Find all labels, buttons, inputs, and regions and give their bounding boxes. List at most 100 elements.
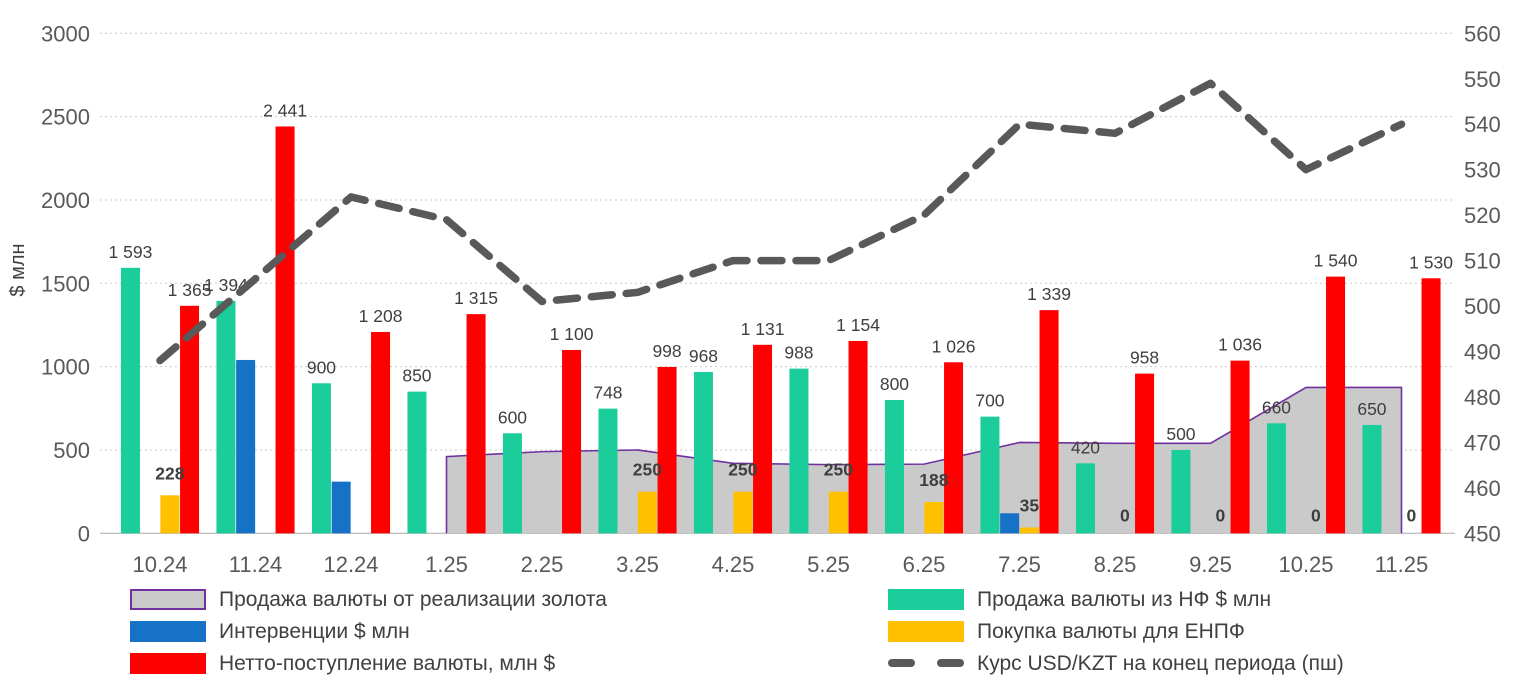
bar-label-nf_sales-10.25: 660 xyxy=(1262,397,1291,417)
bars-interventions xyxy=(236,359,1020,534)
bar-netto_inflow-12.24 xyxy=(371,331,391,534)
y-right-tick-540: 540 xyxy=(1464,112,1501,137)
bar-netto_inflow-9.25 xyxy=(1230,360,1250,534)
enpf-purchases-swatch-icon xyxy=(888,620,964,642)
bar-label-nf_sales-2.25: 600 xyxy=(498,407,527,427)
bars xyxy=(120,126,1441,534)
bar-label-netto_inflow-6.25: 1 026 xyxy=(932,336,976,356)
y-right-tick-510: 510 xyxy=(1464,249,1501,274)
x-tick-1.25: 1.25 xyxy=(425,552,468,577)
y-left-tick-500: 500 xyxy=(53,438,90,463)
bar-label-enpf_purchases-5.25: 250 xyxy=(824,460,853,480)
legend-column-left: Продажа валюты от реализации золота Инте… xyxy=(130,583,607,678)
x-tick-8.25: 8.25 xyxy=(1094,552,1137,577)
bar-label-netto_inflow-3.25: 998 xyxy=(652,341,681,361)
legend-label-enpf-purchases: Покупка валюты для ЕНПФ xyxy=(977,619,1245,643)
bar-label-netto_inflow-4.25: 1 131 xyxy=(741,319,785,339)
legend-item-netto-inflow: Нетто-поступление валюты, млн $ xyxy=(130,647,607,678)
dash-segment xyxy=(937,659,964,667)
y-left-tick-2500: 2500 xyxy=(41,105,90,130)
x-tick-6.25: 6.25 xyxy=(903,552,946,577)
bar-netto_inflow-7.25 xyxy=(1039,310,1059,534)
bar-enpf_purchases-3.25 xyxy=(637,491,657,534)
bars-netto_inflow xyxy=(180,126,1441,534)
bar-enpf_purchases-7.25 xyxy=(1019,527,1039,534)
bar-nf_sales-1.25 xyxy=(407,391,427,534)
area-gold-sales xyxy=(445,386,1403,534)
bar-netto_inflow-1.25 xyxy=(466,314,486,534)
x-tick-11.24: 11.24 xyxy=(229,552,282,577)
bar-label-netto_inflow-2.25: 1 100 xyxy=(550,324,594,344)
bar-label-nf_sales-8.25: 420 xyxy=(1071,437,1100,457)
interventions-swatch-icon xyxy=(130,620,206,642)
chart-legend: Продажа валюты от реализации золота Инте… xyxy=(0,583,1515,678)
bar-label-nf_sales-4.25: 968 xyxy=(689,346,718,366)
bar-interventions-7.25 xyxy=(1000,513,1020,534)
bar-netto_inflow-8.25 xyxy=(1135,373,1155,534)
x-tick-12.24: 12.24 xyxy=(323,552,378,577)
bar-label-enpf_purchases-8.25: 0 xyxy=(1120,505,1130,525)
dash-segment xyxy=(888,659,915,667)
legend-column-right: Продажа валюты из НФ $ млн Покупка валют… xyxy=(888,583,1344,678)
y-axis-left-labels: 0 500 1000 1500 2000 2500 3000 xyxy=(41,21,90,546)
y-right-tick-460: 460 xyxy=(1464,476,1501,501)
bar-nf_sales-9.25 xyxy=(1171,449,1191,534)
gold-sales-swatch-icon xyxy=(130,588,206,610)
bar-label-enpf_purchases-10.25: 0 xyxy=(1311,505,1321,525)
usd-kzt-dashed-line xyxy=(156,79,1406,365)
legend-item-gold-sales: Продажа валюты от реализации золота xyxy=(130,583,607,615)
bar-label-enpf_purchases-4.25: 250 xyxy=(728,460,757,480)
bar-label-netto_inflow-10.25: 1 540 xyxy=(1314,251,1358,271)
bar-label-nf_sales-7.25: 700 xyxy=(975,391,1004,411)
x-tick-11.25: 11.25 xyxy=(1375,552,1428,577)
bar-nf_sales-4.25 xyxy=(693,371,713,534)
bar-label-netto_inflow-10.24: 1 365 xyxy=(168,280,212,300)
bar-nf_sales-11.25 xyxy=(1362,424,1382,534)
x-tick-5.25: 5.25 xyxy=(807,552,850,577)
bar-label-nf_sales-9.25: 500 xyxy=(1166,424,1195,444)
gold-sales-area-border xyxy=(445,386,1403,534)
bar-label-nf_sales-6.25: 800 xyxy=(880,374,909,394)
gold-sales-area-fill xyxy=(446,387,1402,534)
bar-nf_sales-12.24 xyxy=(311,383,331,534)
bar-label-enpf_purchases-9.25: 0 xyxy=(1215,505,1225,525)
bar-label-netto_inflow-9.25: 1 036 xyxy=(1218,335,1262,355)
dashed-line-swatch-icon xyxy=(888,653,964,674)
y-right-tick-470: 470 xyxy=(1464,430,1501,455)
y-right-tick-550: 550 xyxy=(1464,67,1501,92)
bar-nf_sales-11.24 xyxy=(216,300,236,534)
bar-label-nf_sales-5.25: 988 xyxy=(784,343,813,363)
bar-label-enpf_purchases-11.25: 0 xyxy=(1406,505,1416,525)
y-right-tick-530: 530 xyxy=(1464,158,1501,183)
bar-enpf_purchases-4.25 xyxy=(733,491,753,534)
legend-label-interventions: Интервенции $ млн xyxy=(219,619,410,643)
bars-nf_sales xyxy=(120,267,1382,534)
x-tick-2.25: 2.25 xyxy=(521,552,564,577)
bar-nf_sales-6.25 xyxy=(884,399,904,534)
legend-label-usd-kzt: Курс USD/KZT на конец периода (пш) xyxy=(977,651,1344,675)
y-right-tick-520: 520 xyxy=(1464,203,1501,228)
bar-netto_inflow-5.25 xyxy=(848,340,868,534)
y-right-tick-490: 490 xyxy=(1464,339,1501,364)
legend-item-usd-kzt: Курс USD/KZT на конец периода (пш) xyxy=(888,647,1344,678)
bar-label-enpf_purchases-6.25: 188 xyxy=(919,470,948,490)
bar-label-netto_inflow-11.25: 1 530 xyxy=(1409,252,1453,272)
bar-netto_inflow-4.25 xyxy=(753,344,773,534)
bar-netto_inflow-10.24 xyxy=(180,305,200,534)
bar-enpf_purchases-10.24 xyxy=(160,495,180,534)
legend-item-enpf-purchases: Покупка валюты для ЕНПФ xyxy=(888,615,1344,647)
y-left-tick-1500: 1500 xyxy=(41,271,90,296)
bar-nf_sales-5.25 xyxy=(789,368,809,534)
bar-label-enpf_purchases-7.25: 35 xyxy=(1020,495,1040,515)
bar-interventions-11.24 xyxy=(236,359,256,534)
netto-inflow-swatch-icon xyxy=(130,652,206,674)
bar-netto_inflow-6.25 xyxy=(944,362,964,534)
bar-label-netto_inflow-11.24: 2 441 xyxy=(263,100,307,120)
bar-nf_sales-10.24 xyxy=(120,267,140,534)
y-left-tick-2000: 2000 xyxy=(41,188,90,213)
x-tick-9.25: 9.25 xyxy=(1189,552,1232,577)
bar-netto_inflow-10.25 xyxy=(1326,276,1346,534)
bar-netto_inflow-11.25 xyxy=(1421,278,1441,534)
